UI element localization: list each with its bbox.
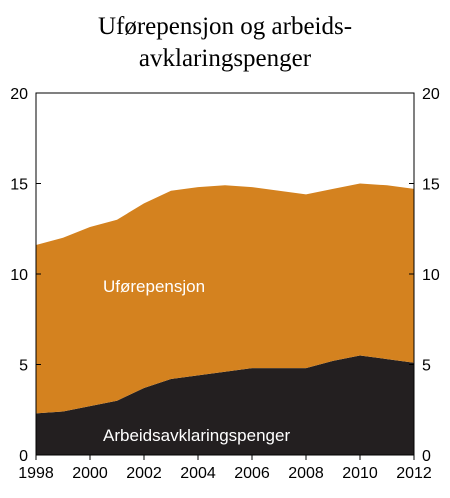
area-labels: Arbeidsavklaringspenger Uførepensjon — [103, 277, 290, 445]
x-tick-label: 2004 — [180, 465, 216, 482]
x-tick-label: 2008 — [288, 465, 324, 482]
x-tick-label: 2000 — [72, 465, 108, 482]
y-tick-label-left: 15 — [10, 177, 28, 194]
x-tick-label: 2002 — [126, 465, 162, 482]
y-tick-label-left: 20 — [10, 86, 28, 103]
y-axis-left: 0 5 10 15 20 — [10, 86, 41, 465]
x-tick-label: 1998 — [18, 465, 54, 482]
chart-title-line-1: Uførepensjon og arbeids- — [98, 13, 352, 40]
y-tick-label-right: 20 — [422, 86, 440, 103]
y-tick-label-left: 5 — [19, 358, 28, 375]
x-tick-label: 2012 — [396, 465, 432, 482]
y-tick-label-left: 10 — [10, 267, 28, 284]
y-tick-label-right: 5 — [422, 358, 431, 375]
x-axis: 1998 2000 2002 2004 2006 2008 2010 2012 — [18, 455, 432, 482]
area-label-0: Arbeidsavklaringspenger — [103, 426, 290, 445]
y-tick-label-right: 0 — [422, 448, 431, 465]
area-label-1: Uførepensjon — [103, 277, 205, 296]
y-axis-right: 0 5 10 15 20 — [409, 86, 440, 465]
y-tick-label-right: 15 — [422, 177, 440, 194]
chart-title: Uførepensjon og arbeids- avklaringspenge… — [98, 13, 352, 72]
x-tick-label: 2010 — [342, 465, 378, 482]
x-tick-label: 2006 — [234, 465, 270, 482]
area-series-0 — [36, 355, 414, 455]
area-series-1 — [36, 183, 414, 414]
y-tick-label-right: 10 — [422, 267, 440, 284]
chart-title-line-2: avklaringspenger — [139, 45, 312, 72]
y-tick-label-left: 0 — [19, 448, 28, 465]
plot-areas — [36, 183, 414, 455]
